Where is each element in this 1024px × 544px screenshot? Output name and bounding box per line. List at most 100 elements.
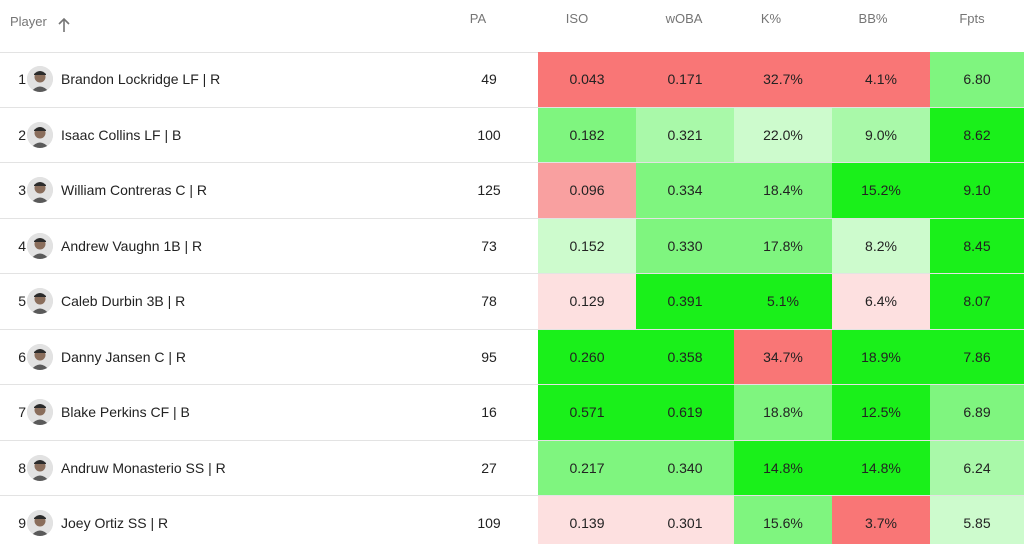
pa-value: 95	[481, 348, 497, 365]
header-bb-pct[interactable]: BB%	[858, 11, 888, 26]
player-name-link[interactable]: Andruw Monasterio SS | R	[61, 459, 226, 476]
fpts-cell: 6.24	[930, 440, 1024, 495]
iso-cell: 0.571	[538, 385, 636, 440]
header-pa[interactable]: PA	[469, 11, 487, 26]
bb-pct-cell: 6.4%	[832, 274, 930, 329]
iso-cell: 0.096	[538, 163, 636, 218]
woba-cell: 0.340	[636, 440, 734, 495]
pa-value: 78	[481, 293, 497, 310]
rank-number: 2	[18, 126, 26, 143]
iso-cell: 0.139	[538, 496, 636, 544]
fpts-cell: 7.86	[930, 329, 1024, 384]
table-header: Player PA ISO wOBA K% BB% Fpts	[0, 0, 1024, 53]
avatar	[27, 66, 53, 93]
woba-cell: 0.334	[636, 163, 734, 218]
fpts-cell: 9.10	[930, 163, 1024, 218]
k-pct-cell: 17.8%	[734, 218, 832, 273]
bb-pct-cell: 18.9%	[832, 329, 930, 384]
table-row[interactable]: 8 Andruw Monasterio SS | R 27 0.217 0.340 14.…	[0, 440, 1024, 496]
avatar	[27, 177, 53, 204]
iso-cell: 0.043	[538, 52, 636, 107]
fpts-cell: 8.45	[930, 218, 1024, 273]
avatar	[27, 510, 53, 537]
player-name-link[interactable]: Isaac Collins LF | B	[61, 126, 182, 143]
k-pct-cell: 18.4%	[734, 163, 832, 218]
avatar	[27, 232, 53, 259]
bb-pct-cell: 14.8%	[832, 440, 930, 495]
rank-number: 3	[18, 182, 26, 199]
fpts-cell: 8.62	[930, 107, 1024, 162]
fpts-cell: 5.85	[930, 496, 1024, 544]
iso-cell: 0.182	[538, 107, 636, 162]
player-name-link[interactable]: Danny Jansen C | R	[61, 348, 187, 365]
k-pct-cell: 5.1%	[734, 274, 832, 329]
woba-cell: 0.391	[636, 274, 734, 329]
bb-pct-cell: 8.2%	[832, 218, 930, 273]
avatar	[27, 121, 53, 148]
woba-cell: 0.330	[636, 218, 734, 273]
rank-number: 1	[18, 71, 26, 88]
header-k-pct[interactable]: K%	[760, 11, 782, 26]
pa-value: 100	[477, 126, 501, 143]
table-row[interactable]: 6 Danny Jansen C | R 95 0.260 0.358 34.7% 18.9…	[0, 329, 1024, 385]
bb-pct-cell: 4.1%	[832, 52, 930, 107]
table-row[interactable]: 2 Isaac Collins LF | B 100 0.182 0.321 22.0% 9…	[0, 107, 1024, 163]
rank-number: 5	[18, 293, 26, 310]
rank-number: 7	[18, 404, 26, 421]
player-name-link[interactable]: Brandon Lockridge LF | R	[61, 71, 221, 88]
avatar	[27, 454, 53, 481]
fpts-cell: 8.07	[930, 274, 1024, 329]
k-pct-cell: 34.7%	[734, 329, 832, 384]
woba-cell: 0.321	[636, 107, 734, 162]
bb-pct-cell: 3.7%	[832, 496, 930, 544]
header-fpts[interactable]: Fpts	[959, 11, 985, 26]
iso-cell: 0.260	[538, 329, 636, 384]
rank-number: 4	[18, 237, 26, 254]
k-pct-cell: 18.8%	[734, 385, 832, 440]
bb-pct-cell: 12.5%	[832, 385, 930, 440]
k-pct-cell: 32.7%	[734, 52, 832, 107]
avatar	[27, 343, 53, 370]
header-player-label: Player	[10, 14, 47, 29]
rank-number: 8	[18, 459, 26, 476]
header-iso[interactable]: ISO	[565, 11, 589, 26]
player-name-link[interactable]: Andrew Vaughn 1B | R	[61, 237, 203, 254]
pa-value: 73	[481, 237, 497, 254]
woba-cell: 0.301	[636, 496, 734, 544]
player-name-link[interactable]: Caleb Durbin 3B | R	[61, 293, 186, 310]
pa-value: 27	[481, 459, 497, 476]
k-pct-cell: 22.0%	[734, 107, 832, 162]
k-pct-cell: 14.8%	[734, 440, 832, 495]
pa-value: 109	[477, 515, 501, 532]
player-name-link[interactable]: Blake Perkins CF | B	[61, 404, 190, 421]
woba-cell: 0.619	[636, 385, 734, 440]
fpts-cell: 6.89	[930, 385, 1024, 440]
pa-value: 49	[481, 71, 497, 88]
table-row[interactable]: 9 Joey Ortiz SS | R 109 0.139 0.301 15.6% 3.7%…	[0, 496, 1024, 544]
rank-number: 6	[18, 348, 26, 365]
pa-value: 16	[481, 404, 497, 421]
header-woba[interactable]: wOBA	[665, 11, 703, 26]
iso-cell: 0.129	[538, 274, 636, 329]
player-name-link[interactable]: William Contreras C | R	[61, 182, 207, 199]
avatar	[27, 288, 53, 315]
avatar	[27, 399, 53, 426]
rank-number: 9	[18, 515, 26, 532]
table-row[interactable]: 4 Andrew Vaughn 1B | R 73 0.152 0.330 17.8% 8.…	[0, 218, 1024, 274]
arrow-up-icon[interactable]	[57, 17, 71, 33]
woba-cell: 0.171	[636, 52, 734, 107]
fpts-cell: 6.80	[930, 52, 1024, 107]
bb-pct-cell: 9.0%	[832, 107, 930, 162]
iso-cell: 0.152	[538, 218, 636, 273]
iso-cell: 0.217	[538, 440, 636, 495]
bb-pct-cell: 15.2%	[832, 163, 930, 218]
table-row[interactable]: 1 Brandon Lockridge LF | R 49 0.043 0.171 32.…	[0, 52, 1024, 108]
header-player[interactable]: Player	[10, 11, 71, 33]
table-row[interactable]: 5 Caleb Durbin 3B | R 78 0.129 0.391 5.1% 6.4%…	[0, 274, 1024, 330]
woba-cell: 0.358	[636, 329, 734, 384]
table-row[interactable]: 3 William Contreras C | R 125 0.096 0.334 18.…	[0, 163, 1024, 219]
table-row[interactable]: 7 Blake Perkins CF | B 16 0.571 0.619 18.8% 12…	[0, 385, 1024, 441]
k-pct-cell: 15.6%	[734, 496, 832, 544]
player-name-link[interactable]: Joey Ortiz SS | R	[61, 515, 169, 532]
